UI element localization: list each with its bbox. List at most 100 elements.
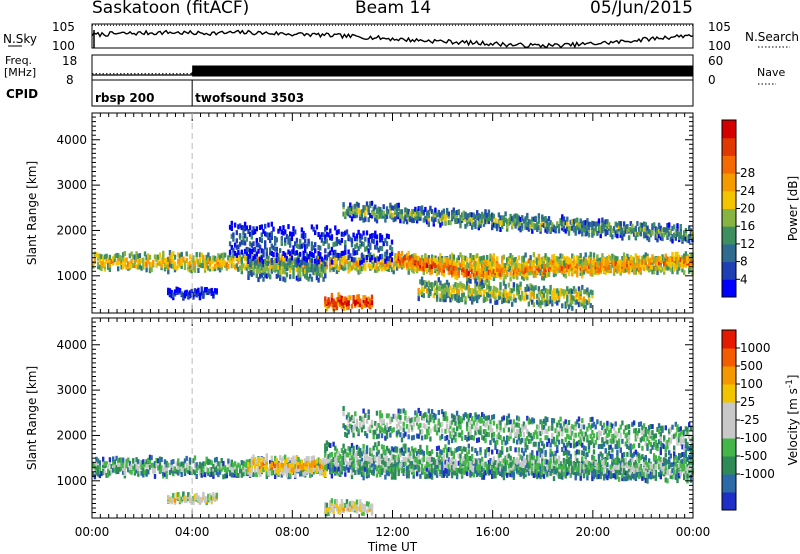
scatter-cell: [133, 258, 137, 264]
scatter-cell: [425, 473, 429, 479]
scatter-cell: [556, 300, 559, 306]
scatter-cell: [669, 257, 672, 263]
scatter-cell: [163, 258, 167, 263]
scatter-cell: [242, 471, 245, 477]
scatter-cell: [571, 265, 574, 271]
scatter-cell: [218, 267, 222, 273]
scatter-cell: [442, 267, 445, 273]
scatter-cell: [427, 293, 430, 298]
scatter-cell: [264, 272, 267, 278]
scatter-cell: [237, 254, 240, 260]
scatter-cell: [207, 468, 210, 473]
scatter-cell: [275, 273, 278, 279]
scatter-cell: [569, 219, 572, 225]
scatter-cell: [663, 461, 666, 467]
scatter-cell: [233, 472, 237, 478]
scatter-cell: [425, 267, 429, 273]
scatter-cell: [123, 471, 127, 476]
scatter-cell: [427, 264, 430, 270]
scatter-cell: [541, 289, 544, 294]
scatter-cell: [519, 216, 522, 222]
scatter-cell: [412, 253, 415, 259]
scatter-cell: [586, 470, 589, 476]
scatter-cell: [496, 226, 499, 232]
scatter-cell: [342, 297, 345, 303]
scatter-cell: [582, 289, 586, 295]
scatter-cell: [437, 218, 440, 224]
scatter-cell: [422, 293, 425, 299]
scatter-cell: [596, 230, 599, 236]
scatter-cell: [128, 263, 132, 269]
scatter-cell: [476, 253, 479, 259]
scatter-cell: [614, 221, 617, 227]
scatter-cell: [377, 256, 380, 262]
scatter-cell: [264, 223, 267, 229]
scatter-cell: [305, 274, 309, 280]
scatter-cell: [238, 468, 242, 474]
scatter-cell: [170, 255, 173, 261]
scatter-cell: [252, 241, 255, 247]
scatter-cell: [557, 223, 561, 229]
scatter-cell: [233, 264, 237, 270]
scatter-cell: [274, 236, 277, 241]
scatter-cell: [636, 232, 639, 238]
scatter-cell: [108, 257, 112, 263]
scatter-cell: [637, 465, 641, 471]
scatter-cell: [445, 290, 449, 296]
scatter-cell: [264, 267, 267, 273]
scatter-cell: [684, 251, 688, 257]
scatter-cell: [496, 263, 499, 269]
scatter-cell: [220, 458, 223, 463]
scatter-cell: [594, 221, 597, 227]
scatter-cell: [511, 221, 514, 227]
scatter-cell: [380, 234, 384, 240]
scatter-cell: [572, 286, 576, 292]
scatter-cell: [289, 237, 292, 243]
scatter-cell: [634, 253, 637, 259]
scatter-cell: [551, 298, 554, 304]
scatter-cell: [317, 461, 320, 466]
scatter-cell: [394, 253, 397, 259]
scatter-cell: [457, 255, 460, 261]
scatter-cell: [369, 264, 372, 269]
scatter-cell: [487, 292, 491, 298]
scatter-cell: [577, 291, 581, 297]
scatter-cell: [120, 255, 123, 261]
scatter-cell: [522, 275, 526, 281]
scatter-cell: [679, 262, 682, 267]
scatter-cell: [541, 219, 544, 225]
scatter-cell: [357, 208, 360, 214]
scatter-cell: [494, 469, 497, 475]
scatter-cell: [564, 257, 567, 263]
scatter-cell: [591, 461, 594, 467]
scatter-cell: [501, 472, 504, 478]
scatter-cell: [579, 471, 582, 477]
scatter-cell: [120, 258, 123, 264]
scatter-cell: [507, 256, 511, 262]
scatter-cell: [290, 258, 294, 264]
scatter-cell: [387, 458, 390, 464]
scatter-cell: [637, 226, 641, 232]
scatter-cell: [639, 267, 642, 273]
scatter-cell: [492, 256, 496, 261]
scatter-cell: [689, 261, 693, 267]
colorbar-tick-label: 12: [740, 237, 755, 251]
scatter-cell: [248, 225, 252, 231]
scatter-cell: [539, 289, 542, 295]
scatter-cell: [354, 257, 357, 263]
scatter-cell: [385, 233, 389, 239]
scatter-cell: [253, 254, 257, 260]
scatter-cell: [519, 225, 522, 231]
scatter-cell: [476, 281, 479, 287]
scatter-cell: [624, 256, 627, 262]
scatter-cell: [502, 254, 506, 260]
scatter-cell: [362, 230, 365, 236]
scatter-cell: [440, 217, 444, 223]
scatter-cell: [569, 258, 572, 264]
noise-left-label: N.Sky: [3, 32, 37, 46]
scatter-cell: [574, 230, 577, 236]
scatter-cell: [233, 469, 237, 475]
scatter-cell: [542, 296, 546, 301]
scatter-cell: [576, 217, 579, 223]
scatter-cell: [392, 269, 395, 275]
